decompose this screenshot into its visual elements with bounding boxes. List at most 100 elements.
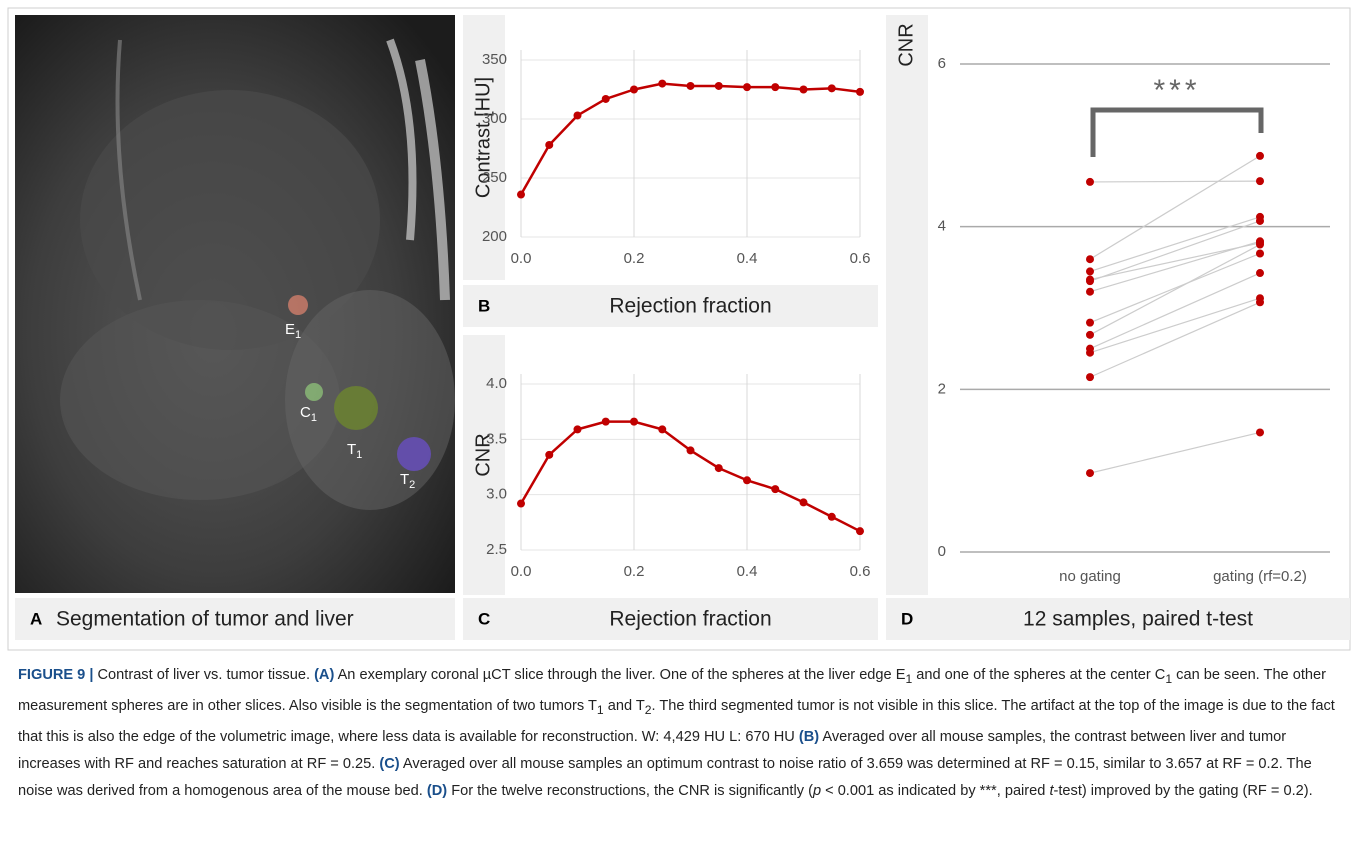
y-tick-label: 2: [938, 380, 946, 397]
caption-text: 1: [596, 702, 604, 717]
data-point: [1086, 373, 1094, 382]
marker-sub: 1: [356, 449, 362, 461]
data-point: [1256, 216, 1264, 225]
caption-text: 1: [1165, 671, 1173, 686]
pair-line: [1089, 180, 1261, 183]
x-tick-label: 0.4: [737, 563, 758, 580]
data-point: [743, 476, 751, 485]
y-tick-label: 350: [482, 51, 507, 68]
charts: Contrast [HU] B Rejection fraction 200 250 30…: [463, 15, 1350, 640]
data-point: [827, 84, 836, 93]
x-tick-label: 0.6: [850, 250, 871, 267]
caption-text: (C): [379, 755, 400, 772]
data-point: [517, 499, 525, 508]
pair-line: [1089, 240, 1261, 293]
x-tick-label: no gating: [1059, 568, 1121, 585]
pair-line: [1089, 220, 1261, 282]
panel-label: A: [30, 609, 42, 628]
data-point: [856, 527, 864, 536]
caption-text: -test) improved by the gating (RF = 0.2)…: [1053, 782, 1313, 799]
caption-text: t: [1049, 782, 1054, 799]
y-tick-label: 6: [938, 55, 946, 72]
marker-sub: 1: [311, 412, 317, 424]
marker-label: E1: [285, 321, 301, 341]
pair-line: [1089, 431, 1261, 474]
caption-text: (D): [426, 782, 448, 799]
data-point: [1256, 298, 1264, 307]
marker-letter: C: [300, 404, 311, 421]
y-tick-label: 4: [938, 218, 946, 235]
segmentation-sphere: [305, 383, 323, 401]
caption-text: p: [812, 782, 822, 799]
significance-bracket: [1090, 107, 1264, 157]
caption-text: For the twelve reconstructions, the CNR …: [447, 782, 813, 799]
caption-text: 1: [905, 671, 913, 686]
data-point: [827, 512, 836, 521]
pair-line: [1089, 242, 1261, 281]
data-point: [1256, 249, 1264, 258]
figure-caption: FIGURE 9 | Contrast of liver vs. tumor t…: [18, 662, 1340, 805]
x-tick-label: gating (rf=0.2): [1213, 568, 1307, 585]
y-label-strip: [463, 15, 505, 280]
data-point: [743, 83, 751, 92]
data-point: [545, 140, 554, 149]
data-point: [1256, 177, 1264, 186]
data-point: [856, 87, 864, 96]
data-point: [545, 450, 554, 459]
caption-bar: [463, 598, 878, 640]
x-tick-label: 0.0: [511, 563, 532, 580]
x-tick-label: 0.4: [737, 250, 758, 267]
y-label-strip: [463, 335, 505, 595]
data-point: [517, 190, 525, 199]
caption-text: can be seen. The other measurement spher…: [18, 667, 1326, 714]
marker-label: C1: [300, 404, 317, 424]
data-point: [630, 417, 638, 426]
caption-text: Averaged over all mouse samples, the con…: [18, 728, 1287, 772]
y-tick-label: 200: [482, 228, 507, 245]
data-point: [799, 498, 808, 507]
panel-label: B: [478, 296, 490, 315]
y-tick-label: 3.0: [486, 486, 507, 503]
caption-text: . The third segmented tumor is not visib…: [18, 697, 1335, 745]
data-point: [573, 425, 582, 434]
marker-letter: T: [347, 441, 356, 458]
pair-line: [1089, 252, 1261, 324]
y-tick-label: 2.5: [486, 541, 507, 558]
segmentation-sphere: [288, 295, 308, 315]
significance-label: ***: [1153, 74, 1200, 107]
data-point: [601, 417, 610, 426]
caption-text: (B): [798, 728, 820, 745]
panel-label: C: [478, 609, 490, 628]
data-point: [771, 83, 780, 92]
data-point: [1086, 267, 1094, 276]
caption-text: Averaged over all mouse samples an optim…: [18, 755, 1312, 799]
pair-line: [1089, 301, 1261, 378]
caption-text: Contrast of liver vs. tumor tissue.: [93, 667, 315, 683]
data-point: [1086, 287, 1094, 296]
data-point: [1256, 269, 1264, 278]
data-point: [714, 464, 723, 473]
x-axis-label: 12 samples, paired t-test: [1023, 608, 1253, 631]
marker-sub: 1: [295, 329, 301, 341]
data-point: [658, 425, 667, 434]
data-point: [1086, 177, 1094, 186]
data-point: [1086, 255, 1094, 264]
marker-sub: 2: [409, 479, 415, 491]
y-tick-label: 300: [482, 110, 507, 127]
caption-bar: [463, 285, 878, 327]
segmentation-sphere: [397, 437, 431, 471]
y-tick-label: 250: [482, 169, 507, 186]
caption-text: FIGURE 9 |: [18, 667, 94, 683]
y-tick-label: 4.0: [486, 375, 507, 392]
data-point: [686, 446, 695, 455]
panel-label: D: [901, 609, 913, 628]
marker-label: T1: [347, 441, 362, 461]
caption-text: < 0.001 as indicated by ***, paired: [821, 782, 1050, 799]
data-point: [1086, 318, 1094, 327]
data-point: [686, 81, 695, 90]
marker-letter: T: [400, 471, 409, 488]
data-point: [1256, 240, 1264, 249]
panel-title: Segmentation of tumor and liver: [56, 608, 354, 631]
data-point: [1086, 330, 1094, 339]
